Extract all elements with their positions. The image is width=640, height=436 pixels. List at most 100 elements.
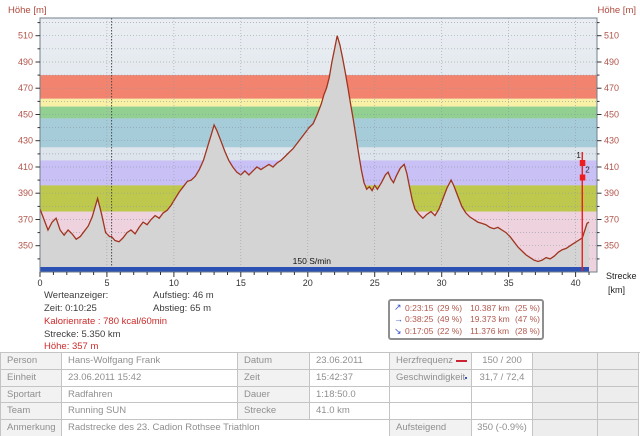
value-indicator-distance: Strecke: 5.350 km <box>44 329 121 340</box>
zone-band-red <box>40 75 597 99</box>
empty-cell <box>598 386 639 404</box>
x-tick-label: 30 <box>437 278 447 288</box>
x-tick-label: 15 <box>236 278 246 288</box>
empty-cell <box>533 420 598 436</box>
elevation-area <box>40 35 589 273</box>
y-tick-label-right: 510 <box>604 31 619 41</box>
y-tick-label-right: 370 <box>604 214 619 224</box>
heart-rate-label-text: Herzfrequenz <box>396 355 454 367</box>
descent-time-percent: (22 %) <box>437 326 463 337</box>
empty-cell <box>598 420 639 436</box>
speed-legend-icon <box>465 376 467 379</box>
y-tick-label-right: 430 <box>604 136 619 146</box>
x-tick-label: 40 <box>571 278 581 288</box>
y-tick-label-right: 490 <box>604 57 619 67</box>
empty-cell <box>390 403 472 421</box>
y-tick-label-right: 410 <box>604 162 619 172</box>
empty-cell <box>390 386 472 404</box>
ascending-label: Aufsteigend <box>390 420 472 436</box>
ascent-total: Aufstieg: 46 m <box>153 290 214 301</box>
flat-time-percent: (49 %) <box>437 314 463 325</box>
x-tick-label: 25 <box>370 278 380 288</box>
remark-value: Radstrecke des 23. Cadion Rothsee Triath… <box>62 420 390 436</box>
end-marker-label-2: 2 <box>585 165 590 174</box>
end-marker-square-2 <box>579 174 586 181</box>
descent-distance: 11.376 km <box>470 326 510 337</box>
y-tick-label-left: 510 <box>18 31 33 41</box>
team-value: Running SUN <box>62 403 238 421</box>
y-axis-title-left: Höhe [m] <box>8 5 47 16</box>
value-indicator-time: Zeit: 0:10:25 <box>44 303 97 314</box>
y-tick-label-left: 410 <box>18 162 33 172</box>
date-label: Datum <box>238 353 310 370</box>
empty-cell <box>533 369 598 387</box>
y-tick-label-left: 490 <box>18 57 33 67</box>
climb-stats-row-flat: → 0:38:25 (49 %) 19.373 km (47 %) <box>394 314 540 325</box>
trend-down-icon: ↘ <box>394 325 402 336</box>
descent-distance-percent: (28 %) <box>514 326 541 337</box>
cadence-bar-label: 150 S/min <box>293 256 332 266</box>
climb-time: 0:23:15 <box>405 302 434 313</box>
activity-details-table: Person Hans-Wolfgang Frank Datum 23.06.2… <box>0 352 640 436</box>
flat-distance: 19.373 km <box>470 314 510 325</box>
end-marker[interactable]: 12 <box>576 151 590 271</box>
climb-stats-row-down: ↘ 0:17:05 (22 %) 11.376 km (28 %) <box>394 326 540 337</box>
climb-distance-percent: (25 %) <box>514 302 541 313</box>
sport-value: Radfahren <box>62 386 238 404</box>
table-row-team: Team Running SUN Strecke 41.0 km <box>1 403 640 421</box>
table-row-person: Person Hans-Wolfgang Frank Datum 23.06.2… <box>1 353 640 370</box>
speed-value: 31,7 / 72,4 <box>472 369 533 387</box>
end-marker-square-1 <box>579 160 586 166</box>
x-tick-label: 5 <box>104 278 109 288</box>
table-row-sport: Sportart Radfahren Dauer 1:18:50.0 <box>1 386 640 404</box>
ascending-value: 350 (-0.9%) <box>472 420 533 436</box>
empty-cell <box>598 353 639 370</box>
y-tick-label-right: 470 <box>604 83 619 93</box>
heart-rate-value: 150 / 200 <box>472 353 533 370</box>
empty-cell <box>472 403 533 421</box>
x-axis-title-line2: [km] <box>608 285 625 295</box>
vertical-gridlines <box>106 18 576 272</box>
climb-stats-box: ↗ 0:23:15 (29 %) 10.387 km (25 %) → 0:38… <box>388 299 544 340</box>
table-row-unit: Einheit 23.06.2011 15:42 Zeit 15:42:37 G… <box>1 369 640 387</box>
climb-stats-row-up: ↗ 0:23:15 (29 %) 10.387 km (25 %) <box>394 302 540 313</box>
y-axes: 350 350 370 370 390 390 410 410 430 430 450 450 470 4… <box>18 22 619 260</box>
empty-cell <box>472 386 533 404</box>
end-marker-label-1: 1 <box>576 151 581 160</box>
speed-label: Geschwindigkeit <box>390 369 472 387</box>
time-label: Zeit <box>238 369 310 387</box>
empty-cell <box>533 353 598 370</box>
y-axis-title-right: Höhe [m] <box>597 5 636 16</box>
team-label: Team <box>1 403 62 421</box>
heart-rate-legend-icon <box>456 359 467 362</box>
y-tick-label-left: 390 <box>18 188 33 198</box>
x-axis-title-line1: Strecke <box>606 271 637 281</box>
distance-value: 41.0 km <box>310 403 390 421</box>
trend-up-icon: ↗ <box>394 302 402 313</box>
climb-distance: 10.387 km <box>470 302 510 313</box>
elevation-line <box>39 35 590 263</box>
empty-cell <box>598 369 639 387</box>
y-tick-label-right: 450 <box>604 109 619 119</box>
cadence-bar <box>40 267 589 272</box>
y-tick-label-left: 470 <box>18 83 33 93</box>
person-value: Hans-Wolfgang Frank <box>62 353 238 370</box>
y-tick-label-left: 350 <box>18 241 33 251</box>
empty-cell <box>533 403 598 421</box>
y-tick-label-left: 430 <box>18 136 33 146</box>
plot-frame <box>39 17 598 273</box>
person-label: Person <box>1 353 62 370</box>
speed-label-text: Geschwindigkeit <box>396 371 466 383</box>
x-tick-label: 20 <box>303 278 313 288</box>
duration-value: 1:18:50.0 <box>310 386 390 404</box>
zone-band-yellow <box>40 98 597 107</box>
y-tick-label-right: 390 <box>604 188 619 198</box>
descent-time: 0:17:05 <box>405 326 434 337</box>
distance-label: Strecke <box>238 403 310 421</box>
climb-time-percent: (29 %) <box>437 302 463 313</box>
empty-cell <box>598 403 639 421</box>
duration-label: Dauer <box>238 386 310 404</box>
value-indicator-altitude: Höhe: 357 m <box>44 341 99 352</box>
